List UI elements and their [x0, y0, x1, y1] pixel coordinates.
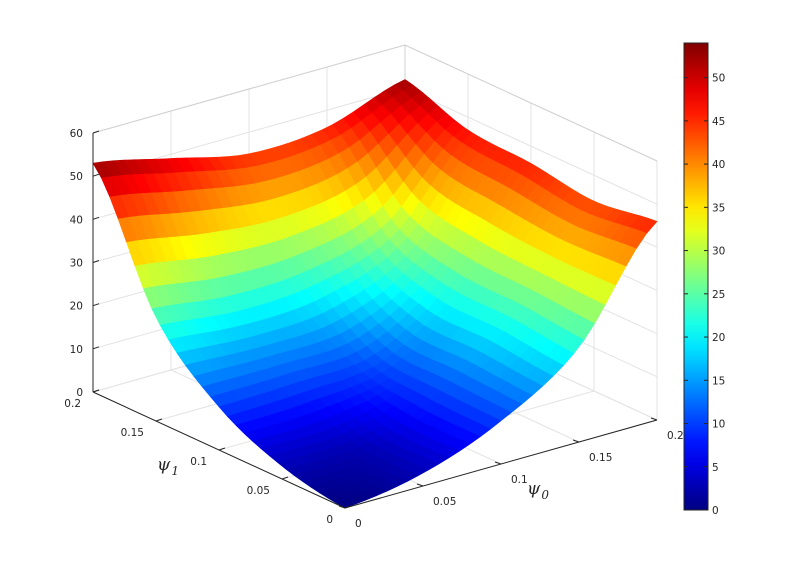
x-tick-label: 0.1 — [511, 474, 528, 486]
x-tick-label: 0.05 — [433, 496, 456, 508]
colorbar-tick-label: 5 — [712, 462, 719, 474]
y-tick — [92, 389, 100, 393]
y-tick — [218, 447, 226, 451]
surface-mesh — [92, 79, 658, 509]
z-tick-label: 40 — [70, 214, 83, 226]
colorbar-scale — [683, 42, 709, 511]
z-tick-label: 50 — [70, 171, 83, 183]
x-tick-label: 0.15 — [589, 452, 612, 464]
colorbar-tick-label: 25 — [712, 289, 725, 301]
z-tick-label: 60 — [70, 128, 83, 140]
colorbar-tick-label: 45 — [712, 116, 725, 128]
z-tick-label: 30 — [70, 258, 83, 270]
x-tick — [494, 461, 502, 465]
colorbar-tick-label: 50 — [712, 73, 725, 85]
y-tick-label: 0.05 — [247, 485, 270, 497]
z-tick — [92, 216, 100, 220]
z-tick — [92, 303, 100, 307]
axes: 010203040506000.050.10.150.200.050.10.15… — [64, 128, 683, 530]
x-tick — [650, 417, 658, 421]
z-tick-label: 0 — [76, 387, 83, 399]
y-tick — [281, 476, 289, 480]
colorbar-tick-label: 0 — [712, 505, 719, 517]
colorbar-tick-label: 30 — [712, 246, 725, 258]
z-tick — [92, 173, 100, 177]
z-tick — [92, 346, 100, 350]
colorbar-tick-label: 10 — [712, 419, 725, 431]
colorbar-tick-label: 35 — [712, 202, 725, 214]
x-tick — [416, 483, 424, 487]
x-axis-label: ψ0 — [527, 479, 549, 502]
colorbar-tick-label: 20 — [712, 332, 725, 344]
x-tick — [572, 439, 580, 443]
y-tick-label: 0.15 — [121, 427, 144, 439]
y-tick-label: 0.2 — [64, 398, 81, 410]
z-tick-label: 20 — [70, 301, 83, 313]
y-tick-label: 0.1 — [190, 456, 207, 468]
z-tick — [92, 130, 100, 134]
x-tick-label: 0 — [355, 518, 362, 530]
z-tick-label: 10 — [70, 344, 83, 356]
x-tick-label: 0.2 — [667, 430, 684, 442]
y-tick — [155, 418, 163, 422]
z-tick — [92, 260, 100, 263]
colorbar-tick-label: 40 — [712, 159, 725, 171]
x-tick — [338, 505, 346, 509]
y-tick-label: 0 — [326, 514, 333, 526]
y-axis-label: ψ1 — [157, 455, 179, 478]
colorbar-tick-label: 15 — [712, 375, 725, 387]
colorbar: 0 5 10 15 20 25 30 35 40 45 50 — [683, 42, 725, 517]
